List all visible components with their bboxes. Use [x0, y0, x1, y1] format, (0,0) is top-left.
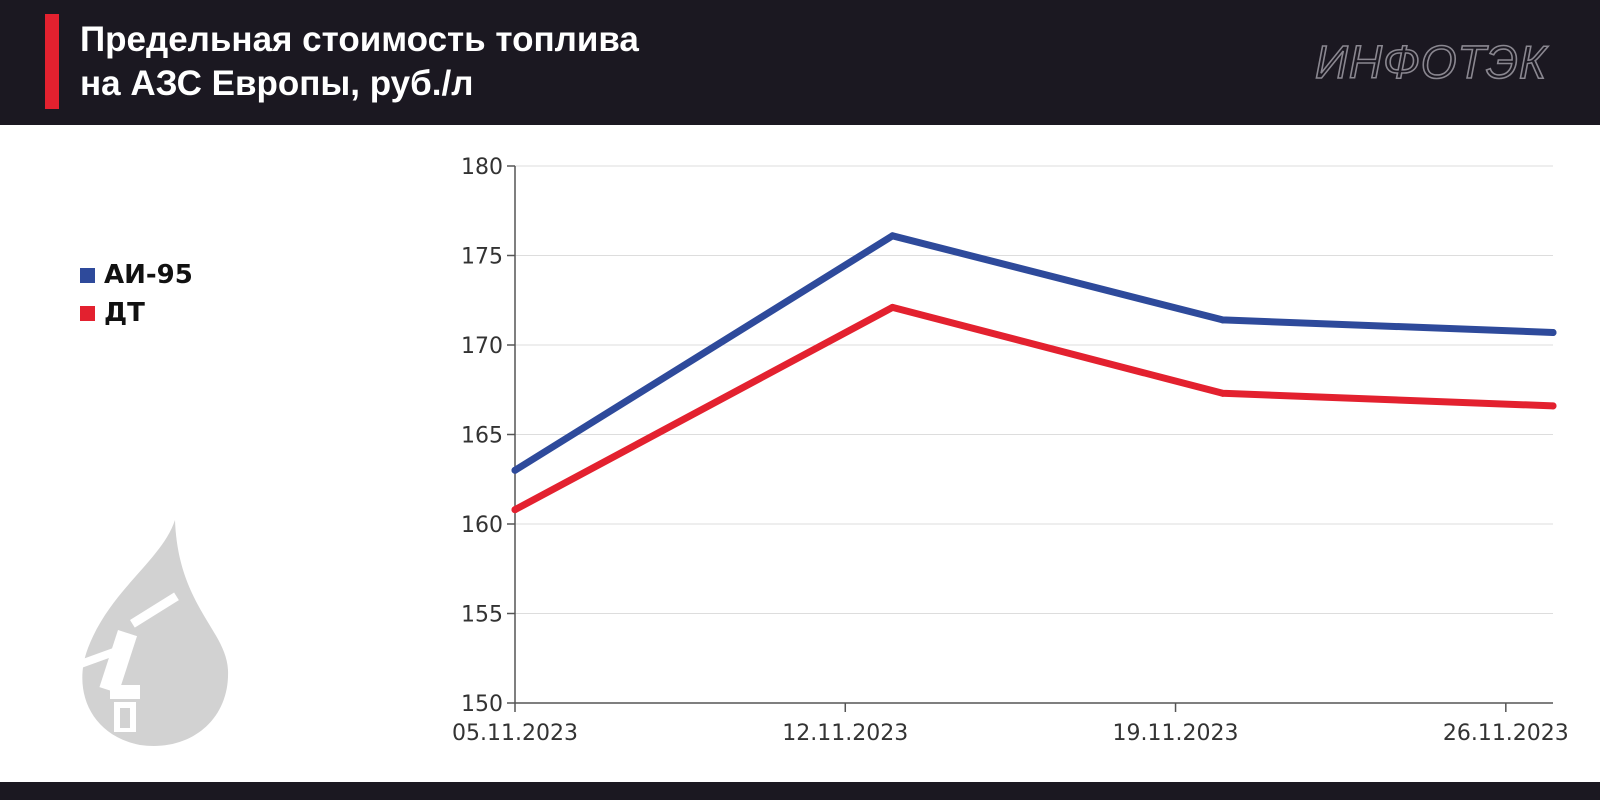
fuel-drop-nozzle-icon	[80, 520, 229, 746]
series-lines	[511, 232, 1557, 514]
data-point-dt	[1549, 402, 1557, 410]
accent-bar	[45, 14, 59, 109]
y-tick-label: 155	[461, 603, 503, 628]
tick-labels: 150 155 160 165 170 175 180 05.11.2023 12.11.202…	[452, 155, 1569, 746]
legend-label-ai95: АИ-95	[104, 260, 193, 290]
y-tick-label: 170	[461, 334, 503, 359]
data-point-dt	[511, 506, 519, 514]
x-tick-label: 19.11.2023	[1113, 721, 1239, 746]
x-tick-label: 26.11.2023	[1443, 721, 1569, 746]
title-line-2: на АЗС Европы, руб./л	[80, 64, 474, 103]
axes	[507, 165, 1553, 712]
header: Предельная стоимость топлива на АЗС Евро…	[0, 0, 1600, 125]
brand-logo: ИНФОТЭК	[1315, 36, 1549, 86]
legend-item-ai95: АИ-95	[80, 256, 193, 294]
series-line-ai95	[511, 232, 1557, 474]
legend-swatch-dt	[80, 305, 95, 321]
legend-swatch-ai95	[80, 267, 95, 283]
chart-title: Предельная стоимость топлива на АЗС Евро…	[80, 18, 639, 106]
data-point-ai95	[1219, 316, 1227, 324]
data-point-ai95	[1549, 328, 1557, 336]
y-tick-label: 175	[461, 245, 503, 270]
series-line-dt	[511, 303, 1557, 514]
data-point-dt	[888, 303, 896, 311]
title-line-1: Предельная стоимость топлива	[80, 20, 639, 59]
x-tick-label: 05.11.2023	[452, 721, 578, 746]
legend: АИ-95 ДТ	[80, 256, 193, 332]
data-point-ai95	[511, 466, 519, 474]
grid-lines	[515, 165, 1553, 614]
y-tick-label: 180	[461, 155, 503, 180]
brand-logo-text: ИНФОТЭК	[1315, 36, 1549, 86]
data-point-dt	[1219, 389, 1227, 397]
y-tick-label: 150	[461, 692, 503, 717]
y-tick-label: 160	[461, 513, 503, 538]
legend-item-dt: ДТ	[80, 294, 193, 332]
x-tick-label: 12.11.2023	[782, 721, 908, 746]
data-point-ai95	[888, 232, 896, 240]
footer-bar	[0, 782, 1600, 800]
y-tick-label: 165	[461, 424, 503, 449]
legend-label-dt: ДТ	[104, 298, 145, 328]
